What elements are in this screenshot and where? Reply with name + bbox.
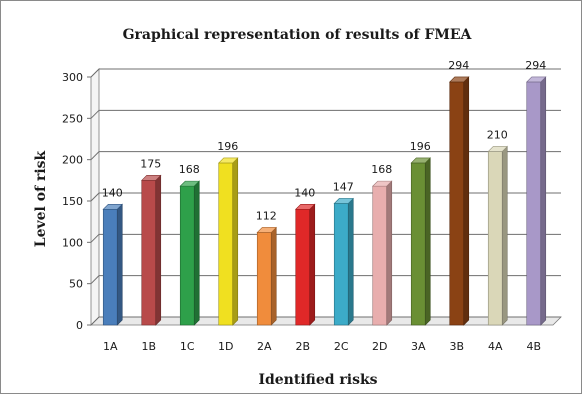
- bar-front: [333, 203, 349, 326]
- gridline: [90, 151, 561, 161]
- gridline: [90, 275, 561, 285]
- bars: 140 175 168 196 112 140 147 168 196 294 210 294: [102, 59, 547, 326]
- bar-top: [487, 146, 508, 152]
- bar-top: [141, 175, 162, 181]
- y-tick-label: 0: [76, 319, 83, 332]
- x-tick-label: 1D: [218, 340, 233, 353]
- x-tick-label: 1A: [103, 340, 118, 353]
- data-label: 175: [140, 157, 161, 170]
- bar-side: [463, 76, 470, 326]
- y-tick-label: 150: [62, 195, 83, 208]
- bar-top: [179, 180, 200, 187]
- x-tick-label: 3A: [411, 340, 426, 353]
- bar-front: [526, 81, 542, 326]
- gridline: [90, 316, 561, 326]
- bar-top: [372, 180, 393, 187]
- bar-1D: 196: [217, 140, 239, 326]
- gridlines: [90, 68, 562, 326]
- y-axis-title: Level of risk: [33, 150, 49, 247]
- bar-side: [155, 174, 162, 326]
- bar-2C: 147: [333, 180, 354, 326]
- bar-front: [256, 232, 272, 326]
- bar-front: [102, 208, 118, 326]
- data-label: 147: [333, 180, 354, 193]
- bar-front: [410, 162, 426, 326]
- bar-side: [501, 145, 508, 326]
- bar-top: [333, 198, 354, 204]
- bar-3B: 294: [448, 59, 470, 326]
- bar-front: [487, 151, 503, 326]
- bar-front: [141, 180, 157, 326]
- bar-side: [232, 157, 239, 326]
- bar-front: [295, 208, 311, 326]
- data-label: 140: [294, 186, 315, 199]
- bar-front: [449, 81, 465, 326]
- bar-side: [347, 197, 354, 326]
- bar-top: [102, 203, 123, 210]
- bar-top: [218, 157, 239, 164]
- bar-1C: 168: [179, 163, 200, 326]
- x-tick-label: 2B: [295, 340, 310, 353]
- bar-side: [309, 203, 316, 326]
- data-label: 294: [448, 59, 469, 72]
- gridline: [90, 109, 561, 119]
- bar-side: [193, 180, 200, 326]
- x-tick-label: 2C: [334, 340, 349, 353]
- y-tick-label: 250: [62, 112, 83, 125]
- x-tick-label: 2A: [257, 340, 272, 353]
- bar-2B: 140: [294, 186, 316, 326]
- gridline: [90, 192, 561, 202]
- bar-1B: 175: [140, 157, 162, 326]
- x-tick-label: 4B: [526, 340, 541, 353]
- x-tick-label: 3B: [449, 340, 464, 353]
- bar-front: [179, 185, 195, 326]
- x-tick-label: 1B: [141, 340, 156, 353]
- bar-front: [372, 185, 388, 326]
- gridline: [90, 68, 561, 78]
- y-tick-label: 200: [62, 154, 83, 167]
- bar-side: [270, 226, 277, 326]
- x-tick-label: 4A: [488, 340, 503, 353]
- bar-4B: 294: [525, 59, 547, 326]
- data-label: 140: [102, 186, 123, 199]
- y-tick-label: 300: [62, 71, 83, 84]
- bar-side: [116, 203, 123, 326]
- data-label: 210: [487, 128, 508, 141]
- data-label: 196: [217, 140, 238, 153]
- bar-front: [218, 162, 234, 326]
- chart-title: Graphical representation of results of F…: [123, 27, 473, 43]
- y-tick-label: 100: [62, 236, 83, 249]
- bar-top: [295, 203, 316, 210]
- x-tick-label: 2D: [372, 340, 387, 353]
- bar-top: [449, 76, 470, 83]
- bar-4A: 210: [487, 128, 508, 326]
- x-axis-title: Identified risks: [258, 372, 377, 388]
- bar-side: [424, 157, 431, 326]
- bar-side: [540, 76, 547, 326]
- x-tick-label: 1C: [180, 340, 195, 353]
- bar-top: [256, 227, 277, 233]
- y-tick-label: 50: [69, 278, 83, 291]
- x-axis-categories: 1A 1B 1C 1D 2A 2B 2C 2D 3A 3B 4A 4B: [103, 340, 541, 353]
- data-label: 168: [371, 163, 392, 176]
- bar-1A: 140: [102, 186, 123, 326]
- bar-side: [386, 180, 393, 326]
- gridline: [90, 233, 561, 243]
- bar-2D: 168: [371, 163, 393, 326]
- y-axis-ticks: 0 50 100 150 200 250 300: [62, 71, 91, 332]
- data-label: 294: [525, 59, 546, 72]
- bar-2A: 112: [256, 209, 277, 326]
- bar-3A: 196: [410, 140, 431, 326]
- bar-top: [410, 157, 431, 164]
- data-label: 112: [256, 209, 277, 222]
- data-label: 196: [410, 140, 431, 153]
- bar-top: [526, 76, 547, 83]
- data-label: 168: [179, 163, 200, 176]
